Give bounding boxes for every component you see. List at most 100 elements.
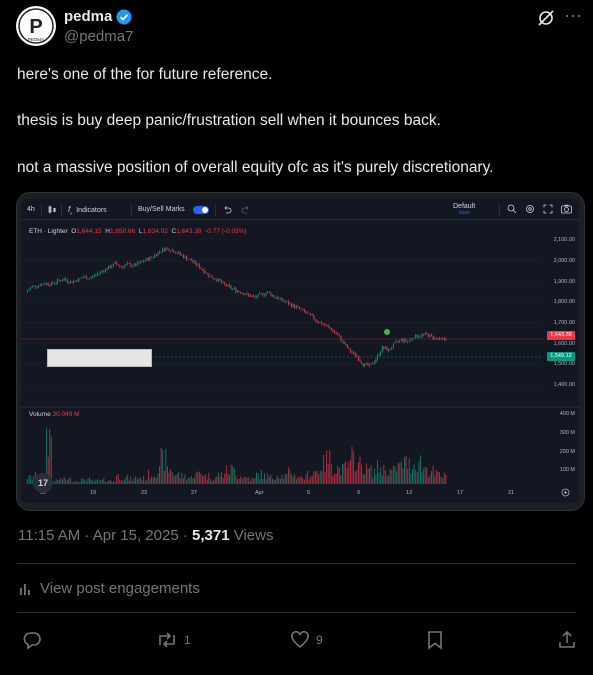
interval-button[interactable]: 4h [27,206,35,213]
volume-bar [361,464,363,484]
volume-bar [300,475,302,484]
volume-bar [100,479,102,484]
volume-bar [138,478,140,484]
view-engagements-link[interactable]: View post engagements [18,580,200,597]
candle-body [81,277,83,279]
undo-icon[interactable] [223,205,232,214]
fullscreen-icon[interactable] [543,204,553,214]
candle-body [302,309,304,310]
volume-bar [426,467,428,484]
volume-bar [190,475,192,484]
buysell-toggle[interactable] [193,206,209,214]
candle-body [187,259,189,260]
repost-button[interactable]: 1 [156,630,191,650]
volume-axis-label: 300 M [559,430,575,436]
indicators-button[interactable]: fx Indicators [68,205,107,216]
volume-bar [139,477,141,484]
candle-body [297,306,299,307]
candle-body [278,298,280,300]
share-button[interactable] [557,630,577,650]
volume-bar [206,479,208,484]
time-axis-label: 23 [141,490,148,496]
candle-body [319,322,321,324]
bar-type-icon[interactable] [48,205,57,214]
candle-body [391,347,393,350]
redo-icon[interactable] [241,205,250,214]
magnifier-icon[interactable] [507,204,517,214]
more-options-icon[interactable]: ··· [564,5,582,25]
volume-bar [111,481,113,484]
candle-body [155,254,157,256]
volume-bar [307,471,308,484]
candle-body [233,288,235,289]
volume-bar [163,471,165,484]
candle-body [432,335,434,339]
candle-body [71,281,73,283]
candle-body [219,278,221,281]
candle-body [308,313,310,314]
candle-body [322,324,324,326]
candle-body [103,270,105,272]
volume-bar [405,456,407,484]
candle-body [186,256,188,260]
candle-body [384,347,386,349]
author-name[interactable]: pedma [64,8,132,25]
candle-body [76,280,78,282]
candle-body [151,256,153,258]
candle-body [132,266,133,267]
volume-bar [176,474,178,484]
goto-date-icon[interactable] [561,488,570,497]
bookmark-button[interactable] [425,630,445,650]
candle-body [246,293,248,295]
author-handle[interactable]: @pedma7 [64,28,134,45]
display-name[interactable]: pedma [64,8,113,25]
candle-body [189,258,191,260]
candle-body [225,284,227,287]
volume-bar [287,467,289,484]
volume-bar [79,481,81,484]
candle-body [356,356,358,357]
candle-body [34,285,36,287]
candle-body [442,338,444,339]
chart-image[interactable]: 4h fx Indicators Buy/Sell Marks Default … [16,192,585,511]
volume-bar [141,480,143,484]
volume-bar [404,457,405,484]
layout-template-button[interactable]: Default Save [453,203,476,216]
volume-bar [310,476,312,484]
candle-body [101,270,103,272]
like-button[interactable]: 9 [290,630,323,650]
candle-body [190,258,192,261]
camera-icon[interactable] [561,204,572,214]
grok-icon[interactable] [536,8,556,28]
reply-button[interactable] [22,630,48,650]
volume-bar [322,454,324,484]
settings-icon[interactable] [525,204,535,214]
volume-bar [416,472,418,484]
post-timestamp[interactable]: 11:15 AM · Apr 15, 2025 · 5,371 Views [18,527,274,544]
volume-bar [171,471,173,484]
candle-body [345,343,347,345]
candle-body [291,303,293,307]
candle-body [435,337,437,339]
avatar[interactable]: P PEDMA [16,6,56,46]
candle-body [157,252,159,256]
candle-body [30,287,32,290]
volume-bar [264,473,265,484]
candle-body [238,290,240,292]
candle-body [243,292,245,295]
volume-bar [146,479,148,484]
candle-body [380,351,382,355]
candle-body [342,340,343,342]
candle-body [84,276,86,278]
candle-body [62,280,63,282]
volume-bar [407,469,409,484]
candle-body [144,260,146,262]
volume-bar [77,482,79,484]
candle-body [268,291,270,293]
candle-body [168,248,170,252]
candle-body [426,333,428,334]
candle-body [307,312,308,314]
candle-body [326,325,328,326]
candle-body [415,334,417,339]
candle-body [120,266,122,268]
